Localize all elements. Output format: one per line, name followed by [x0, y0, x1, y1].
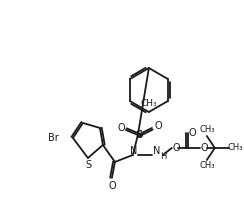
Text: O: O [154, 121, 162, 131]
Text: N: N [153, 146, 161, 156]
Text: O: O [117, 123, 125, 133]
Text: CH₃: CH₃ [227, 143, 243, 152]
Text: O: O [172, 143, 180, 153]
Text: CH₃: CH₃ [141, 99, 157, 107]
Text: N: N [130, 146, 138, 156]
Text: S: S [86, 160, 92, 170]
Text: Br: Br [48, 133, 59, 143]
Text: S: S [135, 130, 143, 140]
Text: O: O [188, 128, 196, 138]
Text: CH₃: CH₃ [199, 162, 214, 170]
Text: O: O [200, 143, 208, 153]
Text: O: O [108, 181, 116, 191]
Text: CH₃: CH₃ [199, 126, 214, 135]
Text: H: H [160, 152, 166, 162]
